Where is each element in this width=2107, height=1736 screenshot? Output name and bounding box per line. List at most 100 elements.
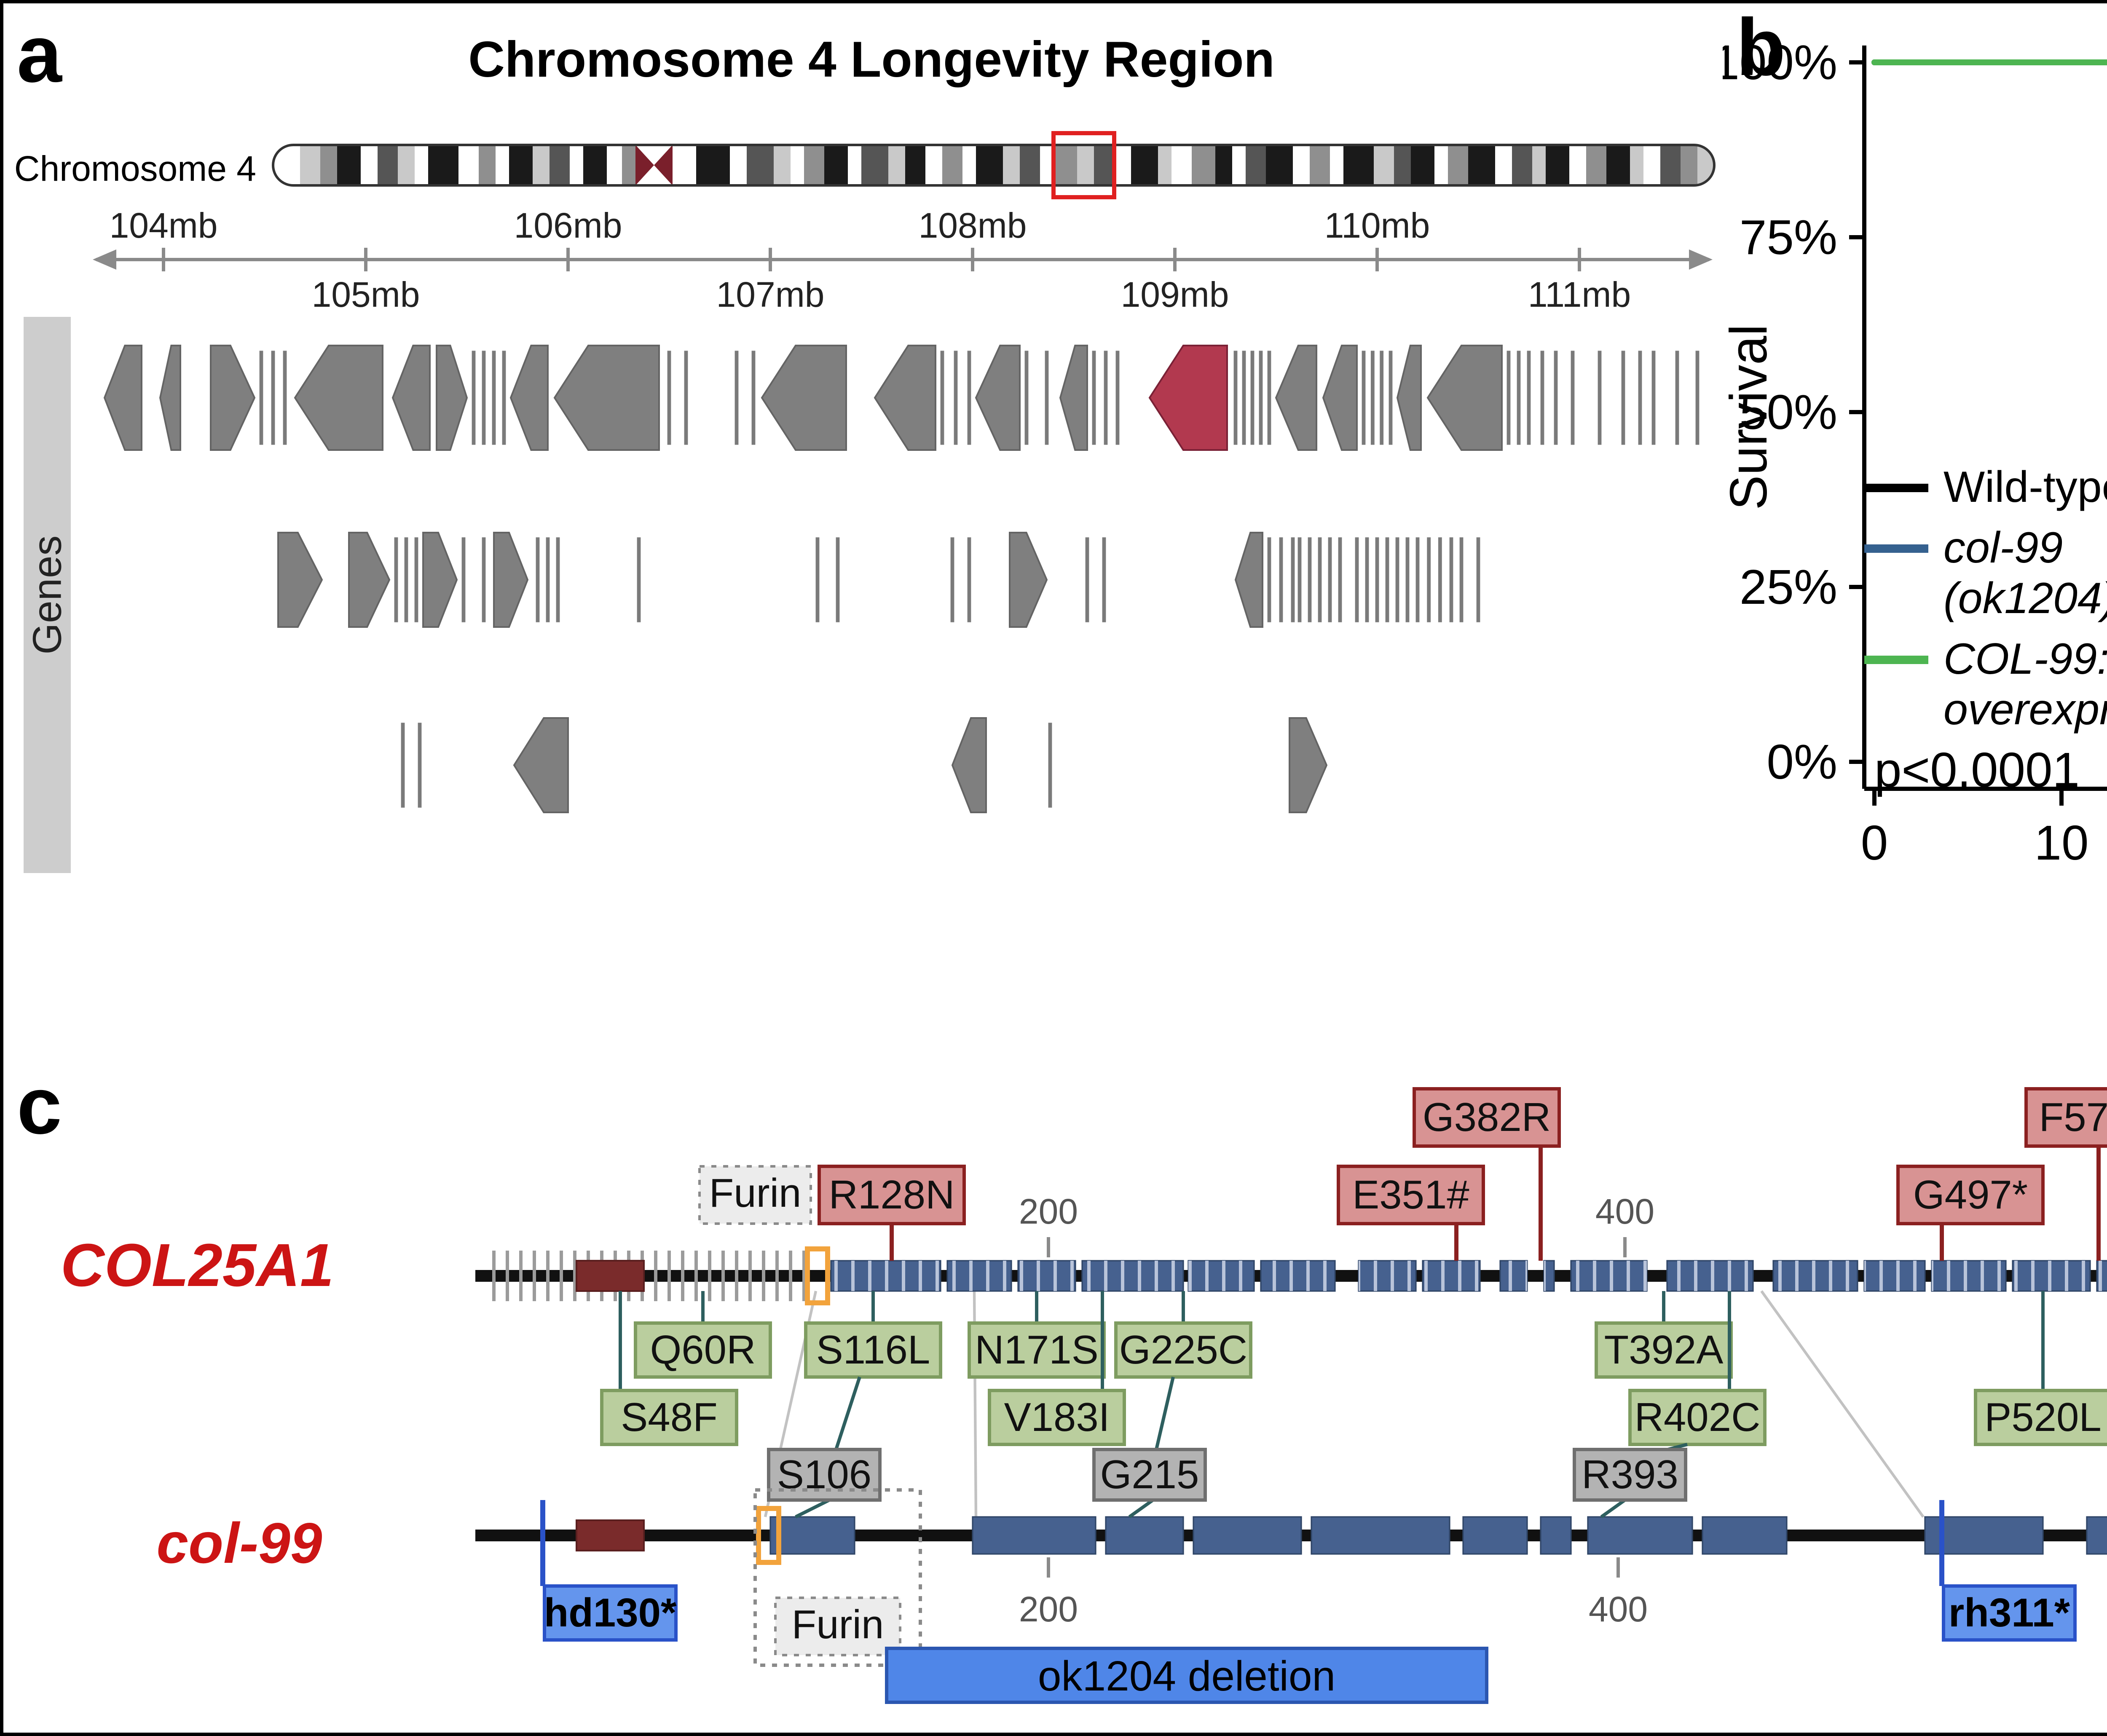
col99-collagen-domain bbox=[1587, 1516, 1693, 1555]
gene-name-col99: col-99 bbox=[156, 1511, 322, 1575]
ideogram-band bbox=[1448, 145, 1468, 185]
legend-label: col-99 (ok1204) bbox=[1943, 523, 2107, 623]
gene-arrow bbox=[348, 532, 391, 628]
gene-arrow bbox=[1289, 717, 1328, 813]
ideogram-band bbox=[1532, 145, 1546, 185]
ideogram-band bbox=[1569, 145, 1586, 185]
gene-arrow bbox=[975, 345, 1021, 451]
ideogram-band bbox=[1468, 145, 1495, 185]
ideogram-band bbox=[1586, 145, 1606, 185]
panel-c-letter: c bbox=[17, 1060, 62, 1151]
mutation-E351: E351# bbox=[1352, 1172, 1469, 1217]
ideogram-band bbox=[1192, 145, 1215, 185]
ideogram-band bbox=[1114, 145, 1131, 185]
ideogram-band bbox=[905, 145, 925, 185]
centromere bbox=[635, 145, 654, 185]
mutation-F570K: F570K bbox=[2039, 1095, 2107, 1140]
ideogram-band bbox=[1158, 145, 1171, 185]
scale-label-105mb: 105mb bbox=[312, 275, 420, 314]
legend-swatch bbox=[1864, 484, 1928, 492]
protein-domain-figure: 200400600200400600R128NE351#G382RG497*F5… bbox=[475, 1087, 2107, 1704]
gene-arrow bbox=[436, 345, 468, 451]
gene-arrow bbox=[1234, 532, 1263, 628]
ideogram-band bbox=[1246, 145, 1266, 185]
col25a1-domain-hash bbox=[1544, 1261, 1554, 1291]
scale-label-104mb: 104mb bbox=[110, 206, 218, 245]
furin-label-box bbox=[774, 1597, 901, 1656]
deletion-bar bbox=[885, 1647, 1488, 1704]
ideogram-band bbox=[428, 145, 458, 185]
variant-N171S: N171S bbox=[975, 1327, 1099, 1372]
col25a1-scale-label-400: 400 bbox=[1595, 1192, 1654, 1231]
homolog-connector bbox=[795, 1498, 830, 1519]
panel-c: c COL25A1 col-99 200400600200400600R128N… bbox=[3, 1015, 2107, 1733]
ideogram-band bbox=[848, 145, 861, 185]
variant-box bbox=[634, 1321, 772, 1379]
homolog-residue-box bbox=[767, 1448, 882, 1502]
y-tick-label-0: 0% bbox=[1767, 734, 1837, 789]
ideogram-band bbox=[925, 145, 942, 185]
ideogram-band bbox=[774, 145, 791, 185]
x-tick-label-0: 0 bbox=[1861, 815, 1888, 870]
ideogram-band bbox=[1495, 145, 1512, 185]
ideogram-band bbox=[1094, 145, 1114, 185]
scale-label-111mb: 111mb bbox=[1528, 275, 1631, 314]
ideogram-band bbox=[607, 145, 622, 185]
col99-scale-label-400: 400 bbox=[1589, 1589, 1648, 1629]
ideogram-band bbox=[583, 145, 607, 185]
ideogram-band bbox=[1630, 145, 1643, 185]
ideogram-band bbox=[570, 145, 583, 185]
homolog-residue-box bbox=[1092, 1448, 1207, 1502]
furin-label: Furin bbox=[792, 1602, 884, 1647]
genes-sidebar: Genes bbox=[24, 317, 71, 873]
ideogram-band bbox=[1681, 145, 1697, 185]
ideogram-band bbox=[1606, 145, 1630, 185]
variant-box bbox=[1974, 1389, 2107, 1446]
homolog-connector bbox=[1600, 1498, 1626, 1519]
centromere bbox=[654, 145, 673, 185]
chromosome-label: Chromosome 4 bbox=[14, 149, 256, 188]
residue-R393: R393 bbox=[1582, 1452, 1678, 1497]
ideogram-band bbox=[1330, 145, 1343, 185]
mutation-G497: G497* bbox=[1913, 1172, 2028, 1217]
panel-a: a Chromosome 4 Longevity Region Chromoso… bbox=[3, 3, 1723, 947]
mutation-flag-box bbox=[1413, 1087, 1561, 1148]
gene-arrow bbox=[422, 532, 458, 628]
y-tick-label-100: 100% bbox=[1723, 35, 1837, 90]
gene-arrow bbox=[294, 345, 383, 451]
gene-arrow bbox=[1322, 345, 1358, 451]
col25a1-domain-hash bbox=[1082, 1261, 1183, 1291]
col25a1-domain-hash bbox=[1667, 1261, 1753, 1291]
scale-label-109mb: 109mb bbox=[1121, 275, 1229, 314]
col99-signal-domain bbox=[576, 1519, 645, 1551]
allele-rh311: rh311* bbox=[1949, 1590, 2070, 1635]
allele-box bbox=[543, 1584, 678, 1642]
col25a1-domain-hash bbox=[1018, 1261, 1075, 1291]
col99-collagen-domain bbox=[1462, 1516, 1528, 1555]
gene-arrow bbox=[874, 345, 936, 451]
residue-G215: G215 bbox=[1100, 1452, 1199, 1497]
col99-collagen-domain bbox=[2086, 1516, 2107, 1555]
ideogram-band bbox=[1003, 145, 1020, 185]
y-tick-label-75: 75% bbox=[1740, 210, 1837, 265]
ideogram-band bbox=[888, 145, 905, 185]
homolog-residue-box bbox=[1573, 1448, 1687, 1502]
variant-Q60R: Q60R bbox=[650, 1327, 756, 1372]
col99-collagen-domain bbox=[1702, 1516, 1788, 1555]
variant-box bbox=[600, 1389, 738, 1446]
scale-label-108mb: 108mb bbox=[919, 206, 1027, 245]
gene-arrow-highlighted bbox=[1148, 345, 1228, 451]
col25a1-scale-label-200: 200 bbox=[1019, 1192, 1078, 1231]
ideogram-band bbox=[1131, 145, 1158, 185]
variant-G225C: G225C bbox=[1119, 1327, 1247, 1372]
region-highlight-box bbox=[1051, 131, 1116, 199]
gene-arrow bbox=[1009, 532, 1048, 628]
ideogram-band bbox=[791, 145, 804, 185]
ideogram-band bbox=[1546, 145, 1569, 185]
ideogram-band bbox=[1411, 145, 1434, 185]
ideogram-band bbox=[337, 145, 361, 185]
col25a1-domain-hash bbox=[1932, 1261, 2006, 1291]
variant-box bbox=[968, 1321, 1106, 1379]
survival-plot: 100%75%50%25%0%010203040Time [Days]Survi… bbox=[1723, 35, 2107, 870]
col25a1-hash-ticks bbox=[485, 1251, 809, 1301]
